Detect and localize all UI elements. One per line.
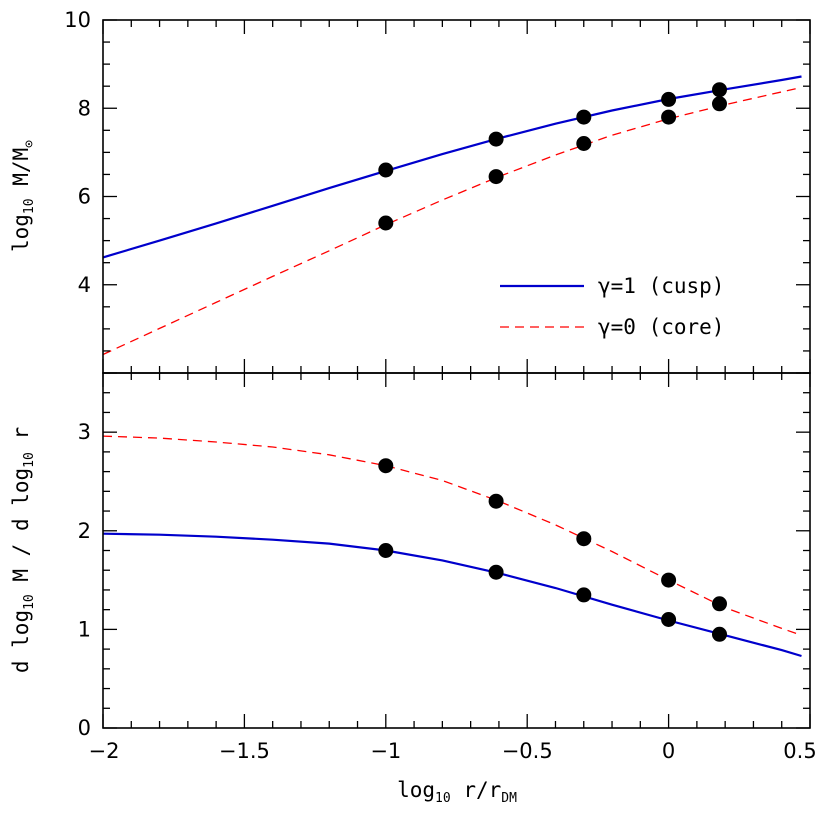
xtick-label: −0.5: [502, 739, 553, 763]
bot-ytick-label: 1: [78, 617, 91, 641]
top-data-point-7: [661, 109, 677, 125]
bot-data-point-3: [488, 564, 504, 580]
top-data-point-3: [488, 169, 504, 185]
top-data-point-9: [712, 96, 727, 112]
bot-data-point-8: [712, 596, 727, 612]
xlabel: log10 r/rDM: [397, 778, 517, 806]
top-series-cusp: [102, 75, 802, 259]
bot-data-point-2: [488, 493, 504, 509]
top-data-point-2: [488, 131, 504, 147]
top-ytick-label: 6: [78, 185, 91, 209]
bot-ytick-label: 2: [78, 519, 91, 543]
bottom-plot-frame: [102, 372, 811, 729]
top-ytick-label: 10: [64, 8, 91, 32]
xtick-label: 0: [662, 739, 675, 763]
legend: γ=1 (cusp) γ=0 (core): [500, 274, 724, 339]
top-data-point-0: [378, 162, 394, 178]
top-panel: 4 6 8 10 γ=1 (cusp) γ=0 (core): [64, 8, 811, 374]
bottom-panel: 0 1 2 3 −2 −1.5 −1 −0.5 0 0.5: [78, 372, 817, 763]
bot-series-core: [102, 435, 802, 636]
legend-label-core: γ=0 (core): [598, 315, 724, 339]
xtick-label: −1.5: [219, 739, 270, 763]
bot-data-point-4: [576, 531, 592, 547]
bot-data-point-0: [378, 458, 394, 474]
top-data-point-1: [378, 215, 394, 231]
legend-label-cusp: γ=1 (cusp): [598, 274, 724, 298]
top-data-point-8: [712, 82, 727, 98]
bot-data-point-5: [576, 587, 592, 603]
top-ylabel: log10 M/M⊙: [9, 140, 37, 252]
xtick-label: 0.5: [783, 739, 816, 763]
top-data-point-6: [661, 91, 677, 107]
xtick-label: −1: [370, 739, 401, 763]
bot-data-point-1: [378, 543, 394, 558]
top-ytick-label: 4: [78, 273, 91, 297]
bot-ytick-label: 0: [78, 716, 91, 740]
bot-data-point-9: [712, 626, 727, 642]
bot-data-point-6: [661, 572, 677, 588]
bot-data-point-7: [661, 612, 677, 627]
top-data-point-5: [576, 136, 592, 151]
top-data-point-4: [576, 109, 592, 125]
bottom-ylabel: d log10 M / d log10 r: [9, 427, 37, 673]
xtick-label: −2: [89, 739, 120, 763]
top-ytick-label: 8: [78, 96, 91, 120]
bot-ytick-label: 3: [78, 420, 91, 444]
bot-series-cusp: [102, 532, 802, 658]
